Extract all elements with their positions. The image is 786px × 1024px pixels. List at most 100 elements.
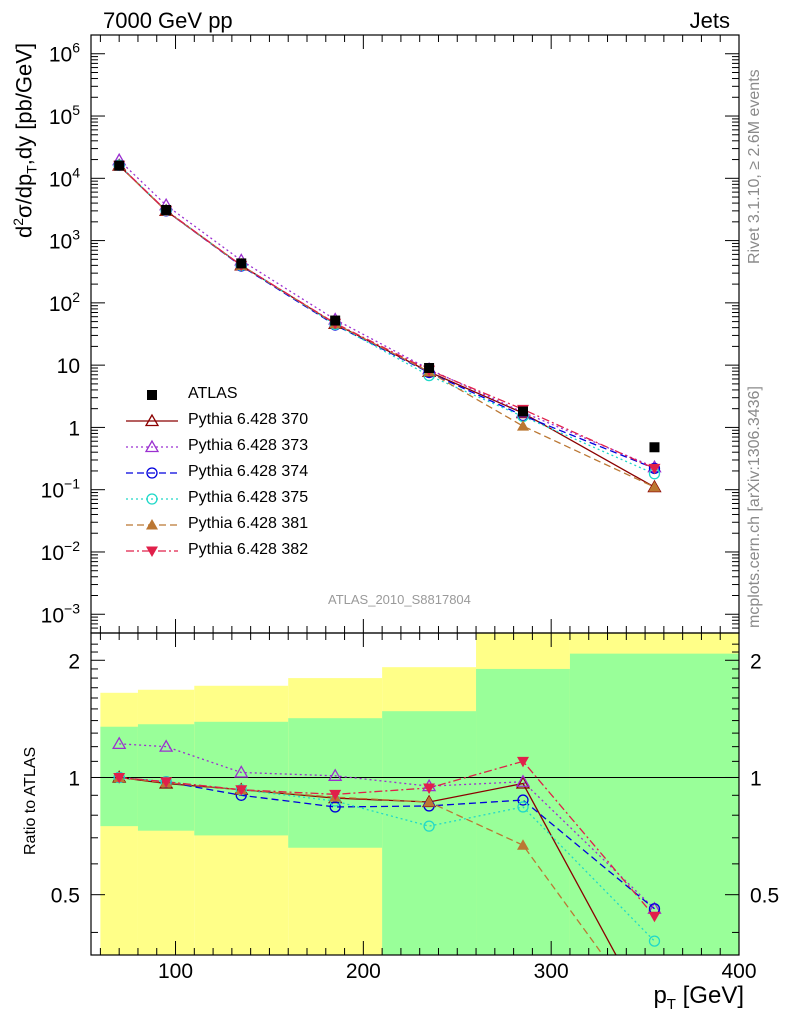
ratio-point: [160, 777, 173, 788]
y-tick-exp: −2: [64, 538, 80, 554]
data-point: [161, 204, 172, 215]
ratio-series-line: [119, 776, 655, 942]
ratio-frame: [90, 632, 740, 956]
legend-entry: [126, 519, 178, 530]
ratio-point: [648, 911, 661, 923]
y-tick-exp: 2: [72, 289, 80, 305]
data-point: [236, 258, 247, 269]
x-tick-label: 400: [721, 960, 756, 983]
x-tick-label: 300: [534, 960, 569, 983]
ratio-ylabel: Ratio to ATLAS: [22, 746, 39, 855]
ratio-band-inner: [569, 653, 739, 955]
legend-label: Pythia 6.428 375: [188, 489, 309, 506]
ratio-point: [515, 774, 531, 787]
ratio-point: [648, 1020, 660, 1024]
legend-label: Pythia 6.428 373: [188, 437, 309, 454]
y-tick-label: 102: [49, 289, 80, 316]
mcplots-label: mcplots.cern.ch [arXiv:1306.3436]: [746, 386, 763, 628]
ratio-band-inner: [382, 711, 477, 955]
main-series-group: [112, 152, 662, 493]
legend-label: Pythia 6.428 374: [188, 463, 309, 480]
y-tick-label: 10−1: [41, 476, 81, 503]
ratio-point: [423, 820, 435, 832]
ratio-point: [235, 785, 248, 796]
y-tick-base: 10: [49, 168, 72, 191]
y-tick-base: 10: [49, 106, 72, 129]
ratio-point: [517, 794, 529, 806]
ratio-point: [423, 796, 436, 807]
ratio-point: [423, 783, 436, 794]
ratio-point: [517, 801, 529, 813]
data-point: [649, 442, 660, 453]
y-tick-exp: 3: [72, 227, 80, 243]
legend-marker: [146, 493, 158, 505]
ratio-y-tick-label-right: 2: [750, 650, 762, 673]
y-tick-exp: 6: [72, 40, 80, 56]
data-point: [424, 362, 435, 373]
legend-entry: [126, 546, 178, 557]
legend-label: Pythia 6.428 370: [188, 411, 309, 428]
main-ylabel: d2σ/dpT,dy [pb/GeV]: [10, 42, 40, 238]
legend-entry: [126, 413, 178, 427]
ratio-point: [329, 801, 341, 813]
y-tick-base: 10: [41, 480, 64, 503]
y-tick-base: 10: [49, 293, 72, 316]
ratio-y-tick-label: 0.5: [51, 885, 80, 908]
ratio-point: [329, 789, 342, 801]
main-point: [648, 481, 661, 492]
legend-marker: [146, 519, 158, 530]
ratio-series-line: [119, 743, 655, 910]
y-tick-label: 1: [68, 417, 80, 440]
y-tick-label: 104: [49, 164, 80, 191]
legend-entry: [126, 493, 178, 505]
y-tick-exp: 5: [72, 102, 80, 118]
ratio-point: [328, 768, 343, 781]
legend-marker: [144, 413, 160, 427]
y-tick-label: 105: [49, 102, 80, 129]
x-tick-label: 200: [346, 960, 381, 983]
ratio-series-group: [112, 736, 662, 1024]
y-tick-label: 10−3: [41, 600, 81, 627]
y-tick-exp: −1: [64, 476, 80, 492]
legend-marker: [146, 546, 158, 557]
ratio-point: [517, 756, 529, 768]
analysis-label: ATLAS_2010_S8817804: [328, 592, 471, 607]
y-tick-exp: 4: [72, 164, 80, 180]
x-tick-label: 100: [158, 960, 193, 983]
legend-marker: [144, 439, 160, 453]
y-tick-exp: −3: [64, 600, 80, 616]
ratio-point: [159, 739, 174, 752]
ratio-band-inner: [194, 721, 289, 836]
ratio-band-inner: [288, 718, 383, 848]
main-point: [648, 463, 661, 475]
ratio-y-tick-label: 2: [68, 650, 80, 673]
legend-label: ATLAS: [188, 385, 238, 402]
y-tick-label: 103: [49, 227, 80, 254]
ratio-y-tick-label-right: 1: [750, 767, 762, 790]
legend-label: Pythia 6.428 381: [188, 515, 309, 532]
data-point: [518, 406, 528, 417]
ratio-bands: [100, 633, 739, 955]
ratio-point: [234, 765, 249, 778]
y-tick-label: 10−2: [41, 538, 81, 565]
main-point: [517, 420, 529, 431]
xlabel: pT [GeV]: [653, 982, 744, 1013]
ratio-y-tick-label-right: 0.5: [750, 885, 779, 908]
ratio-point: [517, 839, 529, 850]
y-tick-base: 10: [41, 604, 64, 627]
legend-marker: [147, 390, 157, 400]
ratio-point: [515, 776, 531, 789]
ratio-point: [648, 1020, 660, 1024]
ratio-point: [112, 736, 127, 750]
y-tick-label: 10: [57, 355, 80, 378]
header-left: 7000 GeV pp: [103, 8, 233, 33]
ratio-point: [113, 772, 126, 784]
ratio-point: [648, 935, 661, 947]
y-tick-label: 106: [49, 40, 80, 67]
legend-label: Pythia 6.428 382: [188, 541, 309, 558]
legend-entry: [126, 439, 178, 453]
header-right: Jets: [689, 8, 730, 33]
y-tick-base: 10: [41, 542, 64, 565]
rivet-label: Rivet 3.1.10, ≥ 2.6M events: [746, 69, 763, 264]
